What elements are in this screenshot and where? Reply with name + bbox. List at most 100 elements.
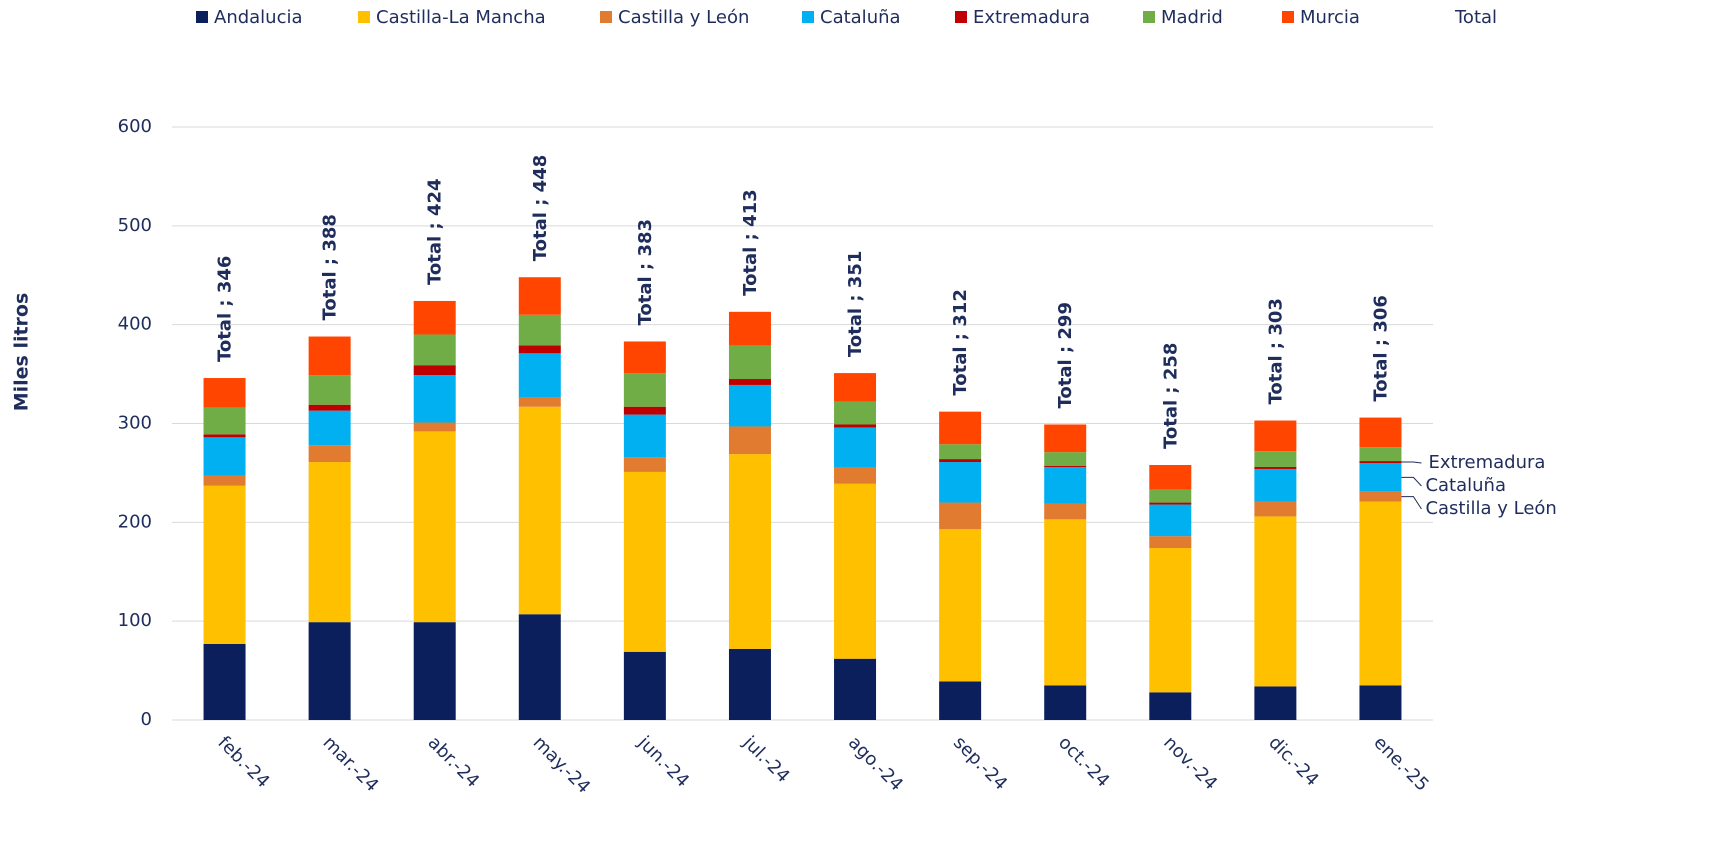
bar-segment	[413, 300, 456, 335]
y-tick-label: 100	[118, 610, 152, 631]
bar-segment	[1254, 451, 1297, 467]
bar-segment	[308, 410, 351, 446]
bar-segment	[728, 648, 771, 720]
bar-segment	[623, 406, 666, 415]
bar-segment	[623, 373, 666, 407]
total-label: Total ; 388	[320, 214, 341, 320]
legend-swatch	[196, 11, 208, 23]
bar-segment	[1149, 465, 1192, 490]
bar-segment	[413, 622, 456, 720]
bar-segment	[308, 336, 351, 376]
total-label: Total ; 346	[215, 256, 236, 362]
bar-segment	[203, 485, 246, 644]
legend-label: Murcia	[1300, 7, 1360, 28]
x-tick-label: jun.-24	[633, 732, 693, 792]
bar-segment	[728, 311, 771, 346]
bar-segment	[1044, 503, 1087, 520]
x-tick-label: sep.-24	[949, 732, 1011, 794]
x-tick-label: mar.-24	[319, 732, 383, 796]
legend-label: Cataluña	[820, 7, 901, 28]
bar-segment	[623, 471, 666, 652]
x-tick-label: abr.-24	[424, 732, 484, 792]
bar-segment	[203, 378, 246, 408]
bar-segment	[518, 353, 561, 398]
bar-segment	[413, 375, 456, 423]
bar-segment	[1254, 466, 1297, 469]
bar-segment	[728, 384, 771, 427]
bar-segment	[939, 529, 982, 682]
bar-segment	[1149, 548, 1192, 693]
bar-segment	[834, 427, 877, 467]
bar-segment	[1359, 491, 1402, 502]
bar-segment	[1044, 452, 1087, 466]
bar-segment	[1149, 489, 1192, 503]
legend-swatch	[1143, 11, 1155, 23]
bar-segment	[623, 457, 666, 472]
legend-label: Andalucia	[214, 7, 303, 28]
bar-segment	[308, 622, 351, 720]
legend-label: Extremadura	[973, 7, 1090, 28]
y-tick-label: 0	[141, 709, 152, 730]
x-tick-label: ene.-25	[1369, 732, 1432, 795]
bar-segment	[413, 365, 456, 376]
bar-segment	[308, 404, 351, 411]
bar-segment	[518, 314, 561, 346]
bar-segment	[1254, 516, 1297, 687]
bar-segment	[1359, 417, 1402, 448]
bar-segment	[834, 424, 877, 428]
bar-segment	[1254, 420, 1297, 452]
x-tick-label: feb.-24	[213, 732, 273, 792]
bar-segment	[203, 434, 246, 438]
legend-label: Castilla y León	[618, 7, 749, 28]
bar-segment	[413, 431, 456, 623]
legend-swatch	[358, 11, 370, 23]
y-tick-label: 300	[118, 413, 152, 434]
bar-segment	[623, 341, 666, 374]
bar-segment	[1044, 685, 1087, 720]
bar-segment	[308, 462, 351, 623]
total-label: Total ; 448	[530, 155, 551, 261]
annotation-leader	[1401, 496, 1422, 510]
annotation-leader	[1401, 476, 1422, 487]
x-tick-label: oct.-24	[1054, 732, 1113, 791]
bar-segment	[834, 466, 877, 484]
bar-segment	[1254, 686, 1297, 720]
total-label: Total ; 383	[635, 219, 656, 325]
annotation-leader	[1401, 461, 1422, 464]
bar-segment	[203, 437, 246, 476]
bar-segment	[834, 483, 877, 659]
bar-segment	[939, 444, 982, 460]
x-tick-label: dic.-24	[1264, 732, 1322, 790]
bar-segment	[308, 375, 351, 405]
bar-segment	[1149, 504, 1192, 537]
bar-segment	[1359, 501, 1402, 686]
bar-segment	[1044, 466, 1087, 504]
x-tick-label: nov.-24	[1159, 732, 1221, 794]
bar-segment	[939, 681, 982, 720]
total-label: Total ; 303	[1265, 298, 1286, 404]
x-tick-label: may.-24	[529, 732, 595, 798]
bar-segment	[203, 643, 246, 720]
bar-segment	[413, 334, 456, 366]
bar-segment	[518, 614, 561, 720]
bar-segment	[1359, 463, 1402, 492]
x-tick-label: ago.-24	[844, 732, 907, 795]
y-tick-label: 400	[118, 314, 152, 335]
legend-label: Castilla-La Mancha	[376, 7, 546, 28]
bar-segment	[939, 411, 982, 445]
annotation: Cataluña	[1425, 475, 1506, 496]
total-label: Total ; 312	[950, 289, 971, 395]
bar-segment	[834, 401, 877, 425]
x-tick-label: jul.-24	[738, 732, 794, 788]
bar-segment	[1254, 501, 1297, 517]
bar-segment	[939, 459, 982, 463]
bar-segment	[1149, 536, 1192, 549]
y-tick-label: 200	[118, 511, 152, 532]
bar-segment	[939, 462, 982, 503]
legend-swatch	[1282, 11, 1294, 23]
legend-swatch	[600, 11, 612, 23]
bar-segment	[623, 414, 666, 458]
bar-segment	[203, 407, 246, 435]
total-label: Total ; 258	[1160, 343, 1181, 449]
